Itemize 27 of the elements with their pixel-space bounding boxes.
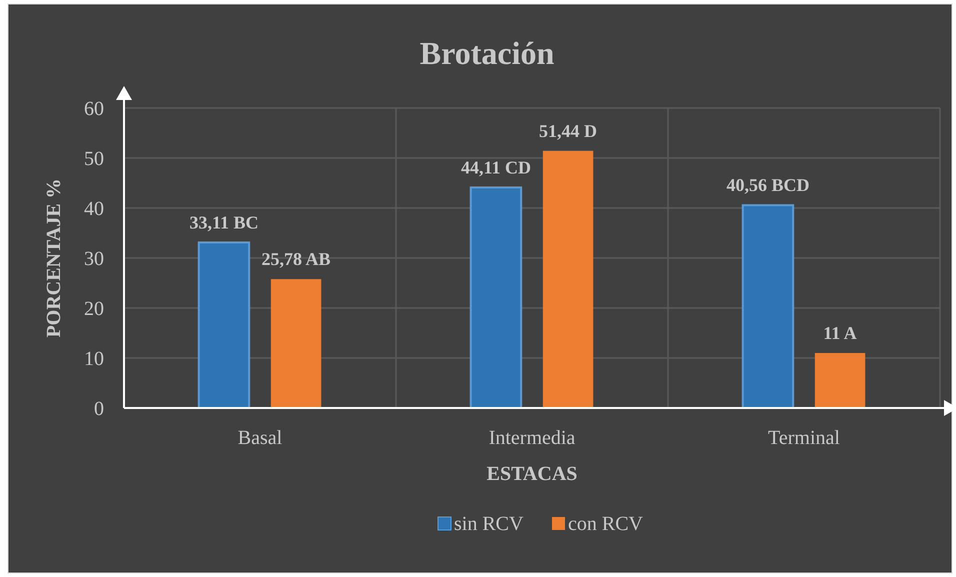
legend-label: sin RCV — [454, 513, 524, 535]
bar — [470, 186, 522, 409]
y-tick-label: 30 — [84, 248, 104, 270]
y-tick-label: 40 — [84, 198, 104, 220]
bar — [742, 204, 794, 409]
y-axis-title: PORCENTAJE % — [43, 178, 65, 338]
legend-label: con RCV — [568, 513, 644, 535]
data-label: 11 A — [823, 323, 857, 343]
x-tick-label: Terminal — [768, 427, 840, 449]
data-label: 33,11 BC — [189, 212, 258, 232]
y-tick-label: 20 — [84, 298, 104, 320]
bar — [814, 353, 866, 408]
y-tick-label: 60 — [84, 98, 104, 120]
data-label: 44,11 CD — [460, 157, 531, 178]
x-tick-label: Basal — [238, 427, 283, 449]
bar — [542, 150, 594, 408]
y-tick-label: 50 — [84, 148, 104, 170]
x-tick-label: Intermedia — [488, 427, 576, 449]
data-label: 51,44 D — [539, 120, 598, 141]
y-tick-label: 0 — [94, 398, 104, 420]
bar — [270, 279, 322, 408]
bar — [198, 241, 250, 409]
chart-title: Brotación — [420, 35, 554, 71]
y-tick-label: 10 — [84, 348, 104, 370]
x-axis-title: ESTACAS — [486, 463, 578, 485]
data-label: 40,56 BCD — [726, 175, 810, 196]
data-label: 25,78 AB — [262, 249, 331, 270]
